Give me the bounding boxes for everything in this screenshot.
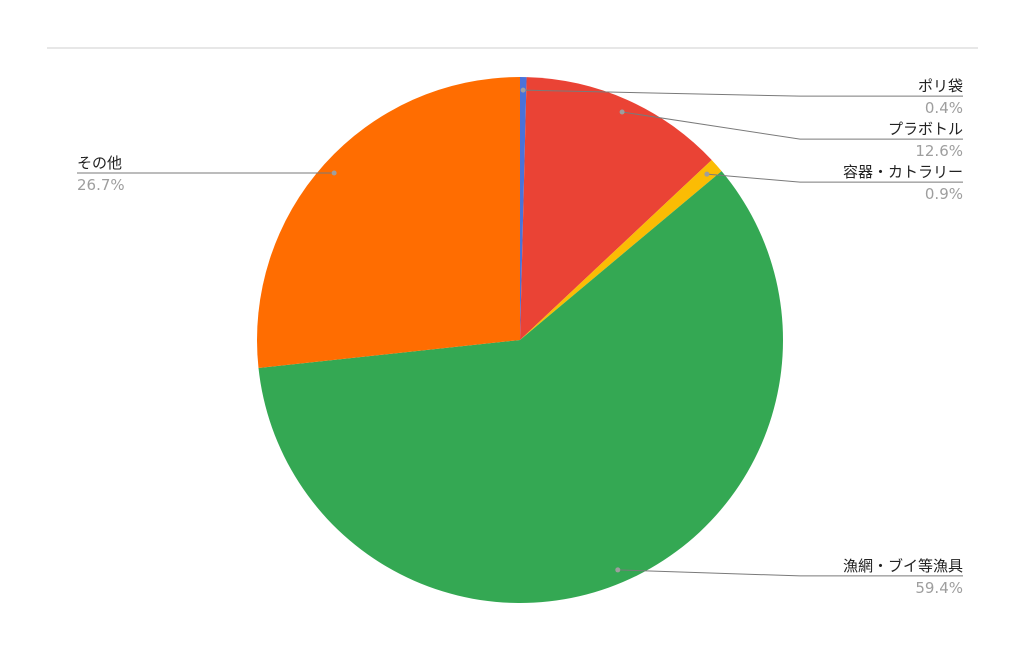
leader-line [706, 173, 963, 183]
leader-line [617, 569, 963, 577]
value-label: 0.4% [925, 99, 963, 117]
pie-slice [257, 77, 520, 369]
slice-label: 漁網・ブイ等漁具 [843, 557, 963, 575]
leader-dot [615, 567, 621, 573]
leader-dot [704, 171, 710, 177]
value-label: 26.7% [77, 176, 125, 194]
value-label: 12.6% [915, 142, 963, 160]
slice-label: 容器・カトラリー [843, 163, 963, 181]
leader-line [622, 111, 963, 140]
value-label: 59.4% [915, 579, 963, 597]
pie-slice [258, 171, 783, 603]
leader-dot [520, 87, 526, 93]
slice-label: その他 [77, 154, 122, 172]
leader-line [523, 89, 963, 97]
pie-slice [520, 77, 712, 340]
slice-label: プラボトル [888, 120, 963, 138]
pie-slice [520, 159, 722, 340]
value-label: 0.9% [925, 185, 963, 203]
slice-label: ポリ袋 [918, 77, 963, 95]
leader-dot [331, 170, 337, 176]
pie-slice [520, 77, 527, 340]
leader-dot [619, 109, 625, 115]
